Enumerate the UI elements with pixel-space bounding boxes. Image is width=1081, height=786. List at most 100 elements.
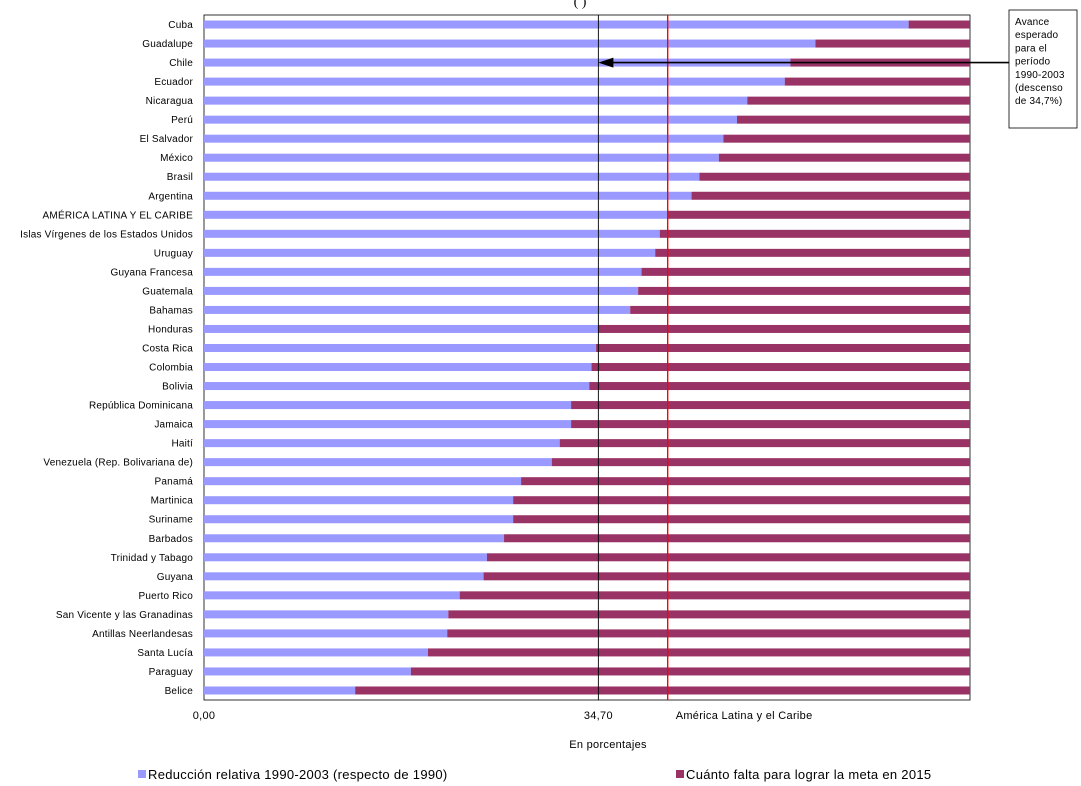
legend: Reducción relativa 1990-2003 (respecto d… <box>138 767 931 782</box>
bar-reduccion <box>204 77 785 86</box>
bar-falta <box>591 363 970 372</box>
x-axis-ticks: 0,00 34,70 América Latina y el Caribe <box>193 710 813 722</box>
annotation-box <box>1008 9 1078 129</box>
annotation-line: Avance <box>1015 17 1050 28</box>
annotation-line: esperado <box>1015 30 1059 41</box>
bar-reduccion <box>204 115 738 124</box>
category-label: Trinidad y Tabago <box>111 553 194 564</box>
category-label: Guatemala <box>142 286 193 297</box>
bar-reduccion <box>204 324 599 333</box>
bar-falta <box>596 343 970 352</box>
bar-reduccion <box>204 20 909 29</box>
bar-falta <box>641 267 970 276</box>
bar-falta <box>355 686 970 695</box>
category-label: Belice <box>165 686 194 697</box>
bar-reduccion <box>204 248 656 257</box>
annotation-line: (descenso <box>1015 83 1063 94</box>
bar-reduccion <box>204 58 791 67</box>
bar-falta <box>447 629 970 638</box>
bar-reduccion <box>204 553 487 562</box>
category-label: Paraguay <box>149 667 193 678</box>
bar-falta <box>589 382 970 391</box>
bars <box>204 20 970 695</box>
bar-falta <box>504 534 970 543</box>
bar-reduccion <box>204 363 592 372</box>
bar-falta <box>723 134 970 143</box>
bar-reduccion <box>204 458 552 467</box>
category-label: Colombia <box>149 363 193 374</box>
legend-swatch-reduccion <box>138 770 146 778</box>
reference-line-label: América Latina y el Caribe <box>676 710 813 722</box>
bar-falta <box>747 96 970 105</box>
x-axis-label: En porcentajes <box>569 739 647 751</box>
category-label: Bolivia <box>162 382 193 393</box>
legend-label-reduccion: Reducción relativa 1990-2003 (respecto d… <box>148 767 448 782</box>
category-label: AMÉRICA LATINA Y EL CARIBE <box>43 208 194 221</box>
annotation-line: 1990-2003 <box>1015 70 1065 81</box>
bar-falta <box>691 191 970 200</box>
category-label: Guyana <box>157 572 193 583</box>
category-label: Panamá <box>155 477 194 488</box>
annotation-line: de 34,7%) <box>1015 96 1062 107</box>
bar-reduccion <box>204 401 572 410</box>
annotation-arrow-head <box>598 57 614 68</box>
bar-falta <box>815 39 970 48</box>
category-label: Cuba <box>168 20 193 31</box>
x-tick-label: 34,70 <box>584 710 613 722</box>
bar-reduccion <box>204 420 572 429</box>
bar-reduccion <box>204 515 514 524</box>
bar-falta <box>459 591 970 600</box>
bar-falta <box>410 667 970 676</box>
bar-reduccion <box>204 267 642 276</box>
category-label: Suriname <box>149 515 194 526</box>
legend-label-falta: Cuánto falta para lograr la meta en 2015 <box>686 767 931 782</box>
category-label: Santa Lucía <box>137 648 193 659</box>
bar-falta <box>483 572 970 581</box>
category-label: Chile <box>169 58 193 69</box>
category-label: Ecuador <box>154 77 193 88</box>
bar-reduccion <box>204 305 631 314</box>
category-label: El Salvador <box>140 134 194 145</box>
category-label: Barbados <box>149 534 193 545</box>
bar-reduccion <box>204 591 460 600</box>
bar-reduccion <box>204 191 692 200</box>
annotation-line: para el <box>1015 43 1047 54</box>
bar-reduccion <box>204 496 514 505</box>
bar-reduccion <box>204 629 448 638</box>
bar-reduccion <box>204 382 590 391</box>
category-label: Antillas Neerlandesas <box>92 629 193 640</box>
bar-reduccion <box>204 210 668 219</box>
bar-falta <box>655 248 970 257</box>
bar-reduccion <box>204 477 522 486</box>
bar-reduccion <box>204 648 428 657</box>
category-label: México <box>160 153 193 164</box>
category-label: Martinica <box>151 496 194 507</box>
category-label: Islas Vírgenes de los Estados Unidos <box>20 229 193 240</box>
bar-reduccion <box>204 134 724 143</box>
bar-falta <box>521 477 970 486</box>
bar-falta <box>737 115 970 124</box>
category-label: Venezuela (Rep. Bolivariana de) <box>43 458 193 469</box>
bar-falta <box>718 153 970 162</box>
bar-reduccion <box>204 686 356 695</box>
bar-reduccion <box>204 610 449 619</box>
bar-reduccion <box>204 96 748 105</box>
bar-falta <box>638 286 970 295</box>
category-label: Jamaica <box>154 420 193 431</box>
bar-reduccion <box>204 667 411 676</box>
bar-falta <box>513 515 970 524</box>
bar-reduccion <box>204 572 484 581</box>
category-label: San Vicente y las Granadinas <box>56 610 193 621</box>
bar-falta <box>667 210 970 219</box>
bar-falta <box>427 648 970 657</box>
bar-reduccion <box>204 172 700 181</box>
annotation: Avance esperado para el período 1990-2003 (de… <box>598 9 1078 129</box>
reference-lines <box>597 15 669 700</box>
bar-reduccion <box>204 439 560 448</box>
bar-reduccion <box>204 153 719 162</box>
category-label: Brasil <box>167 172 193 183</box>
category-label: Guyana Francesa <box>111 267 194 278</box>
category-label: Bahamas <box>149 305 193 316</box>
category-label: Costa Rica <box>142 343 193 354</box>
category-label: Uruguay <box>154 248 193 259</box>
